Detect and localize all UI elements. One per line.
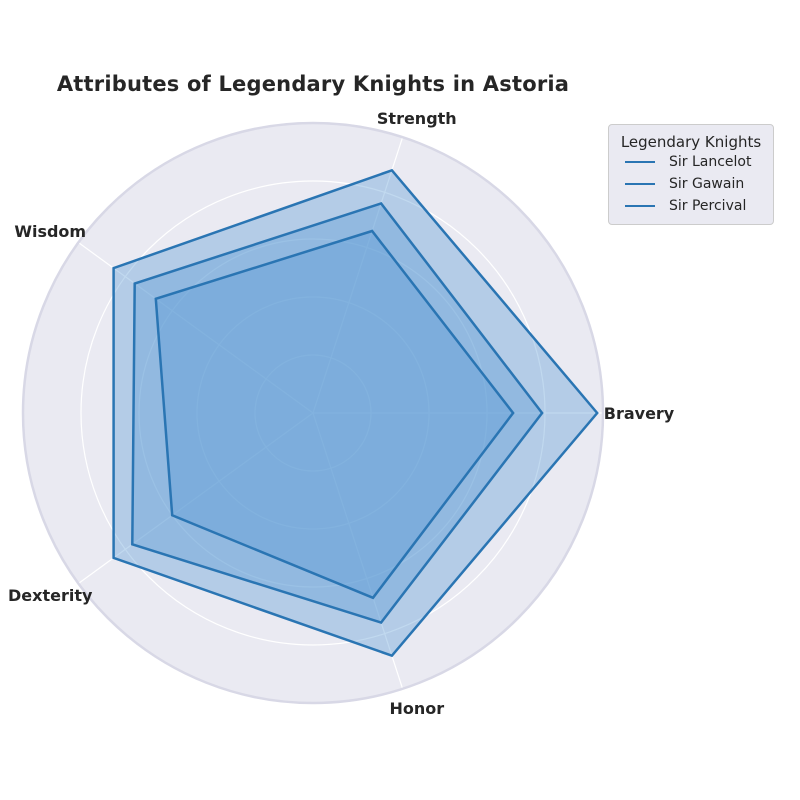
axis-label-wisdom: Wisdom <box>14 222 86 241</box>
axis-label-strength: Strength <box>377 109 457 128</box>
series-sir-percival <box>154 229 515 600</box>
legend-item-0: Sir Lancelot <box>625 151 773 173</box>
grid <box>78 137 603 689</box>
axis-label-honor: Honor <box>389 699 444 718</box>
axis-labels: Bravery Strength Wisdom Dexterity Honor <box>8 109 675 718</box>
spoke-honor <box>312 412 404 689</box>
legend-swatch <box>625 183 655 185</box>
legend: Legendary Knights Sir Lancelot Sir Gawai… <box>608 124 774 225</box>
series-layer <box>112 168 599 658</box>
spoke-wisdom <box>78 242 314 414</box>
outer-ring <box>21 121 605 705</box>
legend-label: Sir Lancelot <box>669 154 752 170</box>
legend-label: Sir Gawain <box>669 176 745 192</box>
legend-item-2: Sir Percival <box>625 195 773 217</box>
series-sir-lancelot <box>112 168 599 658</box>
legend-title: Legendary Knights <box>620 133 762 151</box>
spoke-strength <box>312 137 404 414</box>
axis-label-dexterity: Dexterity <box>8 586 93 605</box>
legend-label: Sir Percival <box>669 198 747 214</box>
legend-swatch <box>625 161 655 163</box>
chart-title: Attributes of Legendary Knights in Astor… <box>56 72 570 96</box>
legend-item-1: Sir Gawain <box>625 173 773 195</box>
spoke-dexterity <box>78 412 314 584</box>
axis-label-bravery: Bravery <box>604 404 675 423</box>
series-sir-gawain <box>131 201 544 625</box>
legend-swatch <box>625 205 655 207</box>
